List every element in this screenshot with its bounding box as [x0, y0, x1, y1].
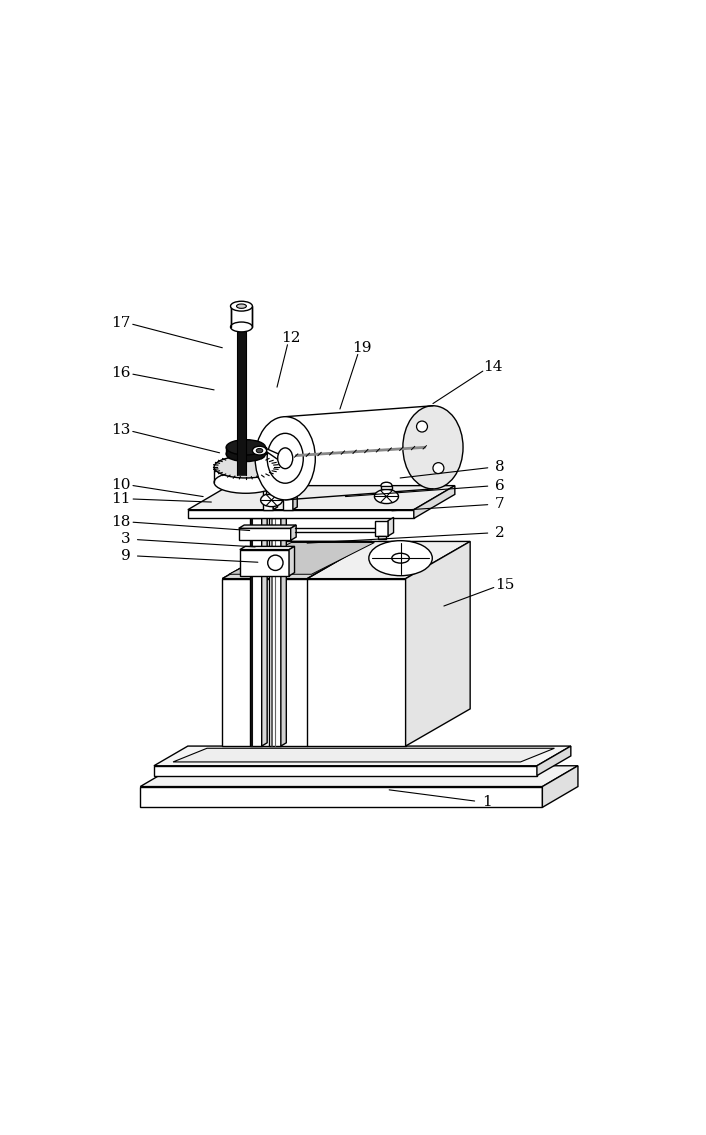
Polygon shape	[375, 521, 388, 536]
Polygon shape	[154, 746, 571, 766]
Polygon shape	[240, 546, 294, 549]
Text: 2: 2	[495, 526, 505, 539]
Text: 9: 9	[121, 548, 131, 563]
Polygon shape	[293, 482, 297, 510]
Ellipse shape	[230, 322, 253, 331]
Bar	[230, 306, 253, 327]
Polygon shape	[273, 482, 277, 510]
Ellipse shape	[403, 405, 463, 489]
Bar	[266, 490, 277, 494]
Polygon shape	[281, 515, 287, 746]
Polygon shape	[173, 748, 554, 762]
Ellipse shape	[369, 540, 432, 575]
Ellipse shape	[381, 482, 392, 489]
Ellipse shape	[230, 301, 253, 311]
Polygon shape	[542, 766, 578, 807]
Text: 18: 18	[112, 515, 131, 529]
Ellipse shape	[261, 494, 282, 506]
Ellipse shape	[268, 555, 283, 571]
Bar	[381, 486, 392, 489]
Ellipse shape	[253, 446, 267, 455]
Ellipse shape	[277, 448, 293, 469]
Text: 15: 15	[496, 578, 515, 592]
Polygon shape	[239, 526, 297, 528]
Ellipse shape	[267, 434, 304, 484]
Text: 19: 19	[352, 340, 371, 355]
Polygon shape	[262, 515, 267, 746]
Ellipse shape	[417, 421, 427, 432]
Text: 3: 3	[121, 532, 131, 546]
Polygon shape	[154, 766, 537, 775]
Ellipse shape	[226, 446, 265, 462]
Polygon shape	[140, 766, 578, 787]
Text: 7: 7	[495, 497, 505, 511]
Text: 13: 13	[112, 423, 131, 437]
Ellipse shape	[214, 456, 277, 478]
Polygon shape	[289, 546, 294, 575]
Text: 17: 17	[112, 316, 131, 329]
Polygon shape	[378, 536, 386, 539]
Text: 16: 16	[112, 365, 131, 380]
Polygon shape	[239, 528, 291, 540]
Polygon shape	[188, 510, 414, 519]
Ellipse shape	[214, 471, 277, 494]
Ellipse shape	[392, 553, 409, 563]
Ellipse shape	[433, 463, 444, 473]
Polygon shape	[229, 543, 374, 574]
Text: 14: 14	[484, 361, 503, 375]
Polygon shape	[250, 519, 262, 746]
Polygon shape	[414, 486, 455, 519]
Polygon shape	[263, 447, 281, 462]
Ellipse shape	[255, 417, 316, 499]
Polygon shape	[283, 486, 293, 510]
Polygon shape	[405, 541, 470, 746]
Text: 10: 10	[112, 478, 131, 491]
Ellipse shape	[226, 439, 265, 455]
Polygon shape	[388, 518, 393, 536]
Text: 6: 6	[495, 479, 505, 493]
Polygon shape	[240, 549, 289, 575]
Text: 8: 8	[495, 460, 505, 474]
Polygon shape	[537, 746, 571, 775]
Polygon shape	[222, 579, 405, 746]
Polygon shape	[222, 541, 371, 579]
Ellipse shape	[374, 489, 398, 504]
Ellipse shape	[237, 304, 246, 309]
Text: 11: 11	[112, 491, 131, 506]
Bar	[237, 327, 246, 474]
Polygon shape	[263, 486, 273, 510]
Ellipse shape	[266, 487, 277, 494]
Text: 12: 12	[281, 331, 301, 345]
Polygon shape	[140, 787, 542, 807]
Polygon shape	[188, 486, 455, 510]
Polygon shape	[269, 519, 281, 746]
Ellipse shape	[256, 448, 263, 453]
Polygon shape	[291, 526, 297, 540]
Polygon shape	[222, 541, 470, 579]
Text: 1: 1	[481, 794, 491, 809]
